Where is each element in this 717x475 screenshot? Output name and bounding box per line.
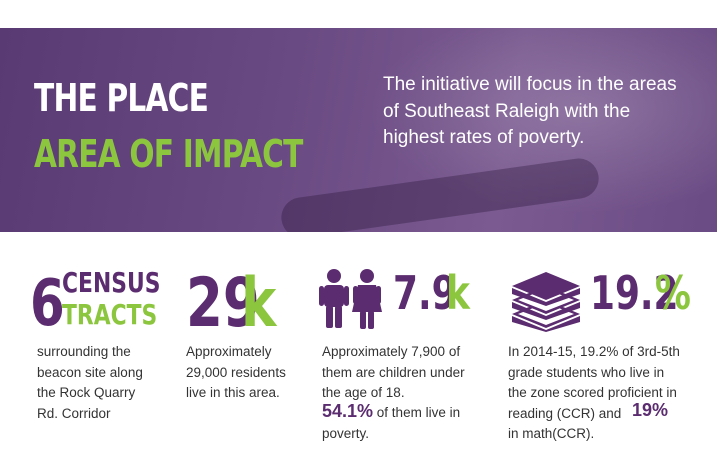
stat-label-top: CENSUS bbox=[62, 266, 161, 299]
header-banner: THE PLACE AREA OF IMPACT The initiative … bbox=[0, 28, 717, 232]
stat-description: Approximately 29,000 residents live in t… bbox=[186, 344, 286, 400]
stat-highlight-line: 19% bbox=[632, 400, 712, 423]
stat-number: 6 bbox=[30, 267, 65, 341]
stat-number: 19.2 bbox=[590, 266, 679, 320]
stat-description: Approximately 7,900 of them are children… bbox=[322, 344, 465, 400]
stat-unit: % bbox=[655, 266, 691, 320]
title-line-2: AREA OF IMPACT bbox=[34, 132, 303, 176]
stat-description: surrounding the beacon site along the Ro… bbox=[37, 344, 143, 421]
banner-photo-highlight bbox=[330, 28, 717, 232]
stat-number: 29 bbox=[186, 264, 260, 343]
stat-highlight-line: 54.1% of them live in poverty. bbox=[322, 401, 482, 444]
stat-label-bottom: TRACTS bbox=[62, 298, 158, 331]
intro-text: The initiative will focus in the areas o… bbox=[383, 74, 677, 148]
stat-number-group: 29 bbox=[186, 270, 281, 338]
stat-number: 7.9 bbox=[393, 266, 457, 320]
stat-unit: k bbox=[446, 266, 470, 320]
stat-highlight: 54.1% bbox=[322, 401, 374, 421]
stat-highlight-text: in math(CCR). bbox=[508, 426, 595, 441]
stat-highlight: 19% bbox=[632, 400, 669, 420]
stat-highlight-text: of them live in poverty. bbox=[322, 405, 461, 441]
stat-description: In 2014-15, 19.2% of 3rd-5th grade stude… bbox=[508, 344, 680, 421]
stat-unit: k bbox=[241, 264, 277, 343]
children-icon bbox=[319, 269, 382, 329]
title-line-1: THE PLACE bbox=[34, 76, 209, 120]
books-icon bbox=[512, 272, 580, 332]
